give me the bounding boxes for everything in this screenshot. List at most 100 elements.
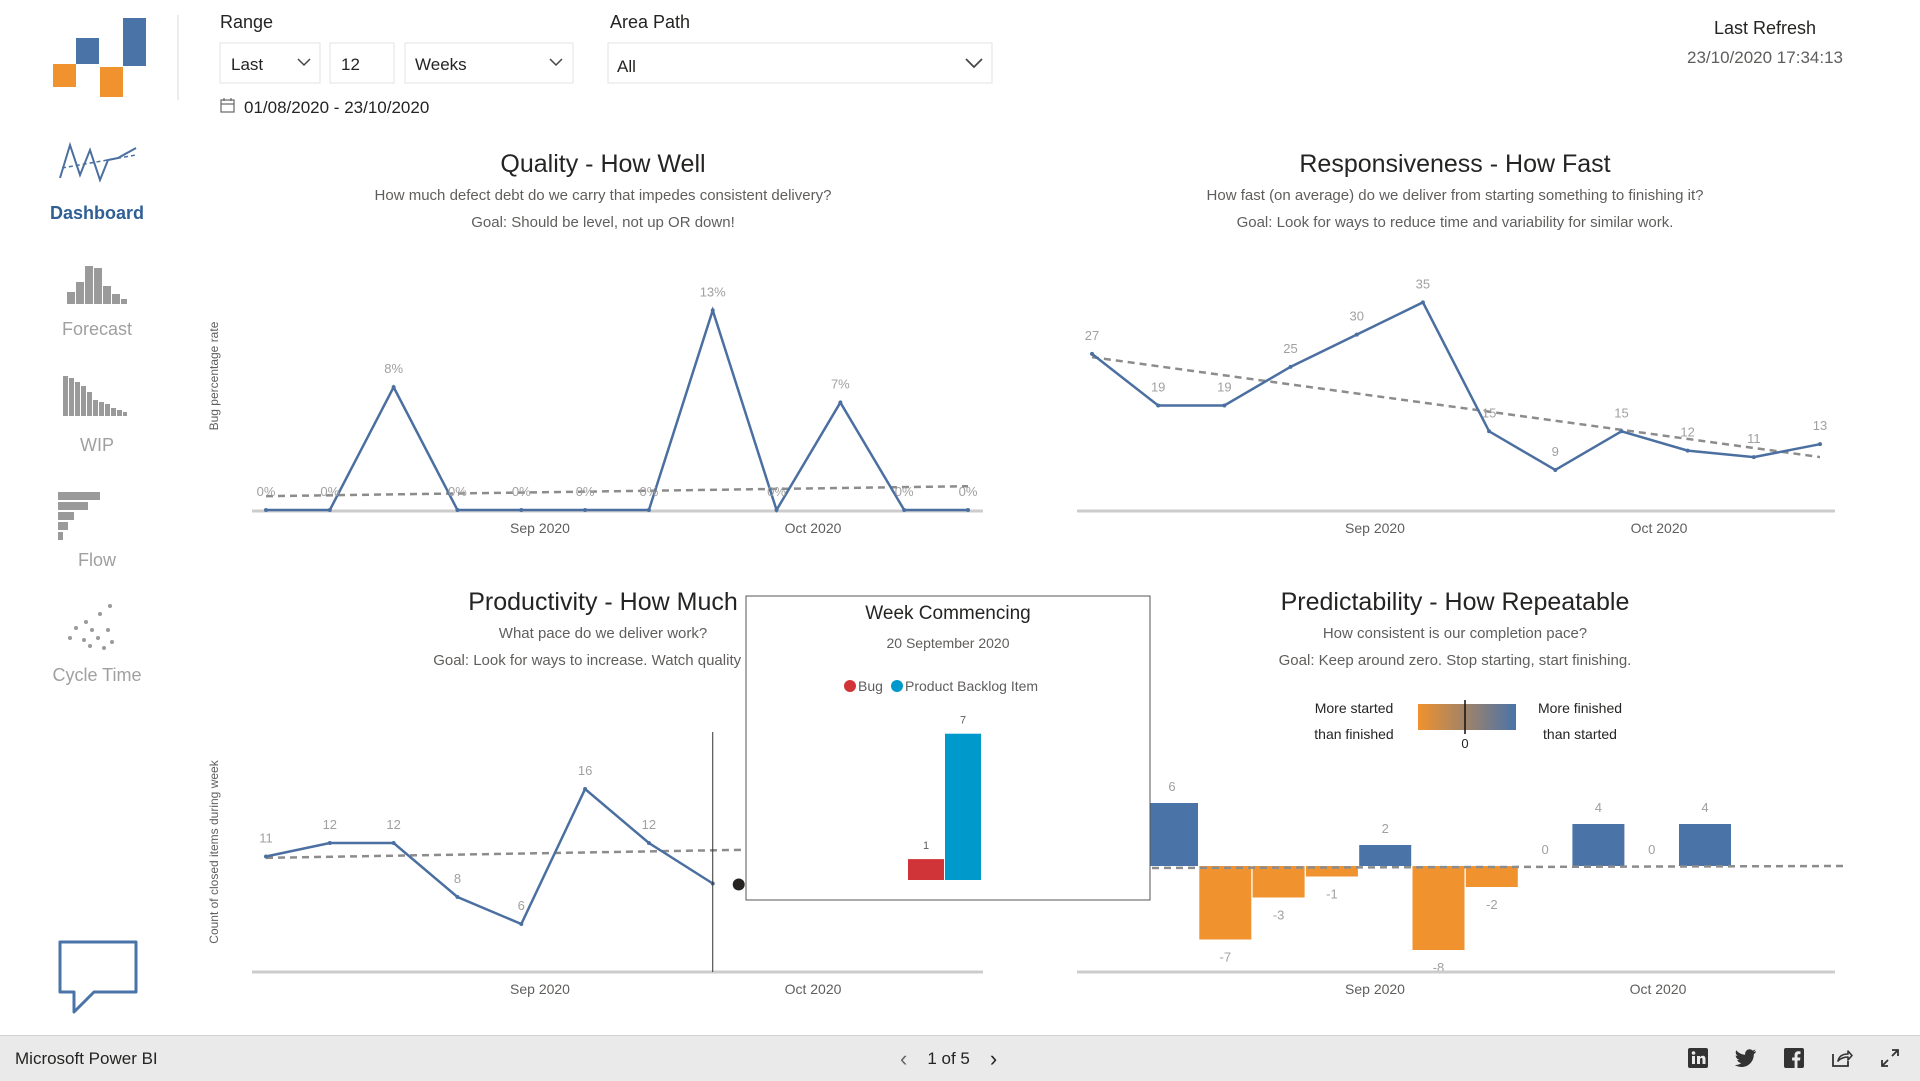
data-point[interactable] <box>1686 449 1690 453</box>
bar[interactable] <box>1413 866 1465 950</box>
previous-page-button[interactable]: ‹ <box>900 1048 907 1070</box>
tooltip-bar-label: 1 <box>923 840 929 852</box>
fullscreen-icon[interactable] <box>1878 1046 1902 1070</box>
data-point[interactable] <box>775 508 779 512</box>
data-point[interactable] <box>966 508 970 512</box>
data-point[interactable] <box>1818 442 1822 446</box>
app-logo <box>53 18 146 97</box>
nav-wip[interactable]: WIP <box>63 376 127 455</box>
line-chart-icon <box>60 145 136 180</box>
bar[interactable] <box>1572 824 1624 866</box>
data-point[interactable] <box>328 841 332 845</box>
linkedin-icon[interactable] <box>1686 1046 1710 1070</box>
bar[interactable] <box>1146 803 1198 866</box>
panel-subtitle: How much defect debt do we carry that im… <box>375 187 832 204</box>
histogram-icon <box>67 266 127 304</box>
data-point[interactable] <box>264 855 268 859</box>
nav-dashboard[interactable]: Dashboard <box>50 145 144 223</box>
report-canvas: Dashboard Forecast WIP Flow <box>0 0 1920 1035</box>
data-label: 15 <box>1482 405 1496 420</box>
bar[interactable] <box>1253 866 1305 898</box>
data-point[interactable] <box>1156 404 1160 408</box>
data-point[interactable] <box>1421 300 1425 304</box>
nav-flow[interactable]: Flow <box>58 492 117 570</box>
x-tick-label: Oct 2020 <box>1631 520 1688 536</box>
data-label: 4 <box>1701 800 1708 815</box>
data-point[interactable] <box>1222 404 1226 408</box>
data-label: 27 <box>1085 328 1099 343</box>
range-count-input[interactable]: 12 <box>330 43 394 83</box>
nav-cycle-time[interactable]: Cycle Time <box>52 604 141 685</box>
area-path-label: Area Path <box>610 12 690 32</box>
data-label: -3 <box>1273 908 1285 923</box>
data-label: 35 <box>1416 276 1430 291</box>
area-path-dropdown[interactable]: All <box>608 43 992 83</box>
data-point[interactable] <box>392 385 396 389</box>
quality-chart: Sep 2020 Oct 2020Bug percentage rate0% 0%8… <box>207 284 983 536</box>
data-label: 9 <box>1552 444 1559 459</box>
data-label: 0% <box>895 484 914 499</box>
legend-left-line2: than finished <box>1314 726 1393 742</box>
data-point[interactable] <box>583 508 587 512</box>
next-page-button[interactable]: › <box>990 1048 997 1070</box>
facebook-icon[interactable] <box>1782 1046 1806 1070</box>
data-point[interactable] <box>583 787 587 791</box>
flow-bars-icon <box>58 492 100 540</box>
data-point[interactable] <box>519 508 523 512</box>
bar[interactable] <box>1359 845 1411 866</box>
bar[interactable] <box>1679 824 1731 866</box>
data-point[interactable] <box>519 922 523 926</box>
data-point[interactable] <box>264 508 268 512</box>
data-point[interactable] <box>392 841 396 845</box>
share-icon[interactable] <box>1830 1046 1854 1070</box>
trend-line <box>1092 357 1820 457</box>
data-label: 0% <box>320 484 339 499</box>
panel-subtitle: What pace do we deliver work? <box>499 625 707 642</box>
data-point[interactable] <box>455 895 459 899</box>
data-point[interactable] <box>1289 365 1293 369</box>
data-point[interactable] <box>328 508 332 512</box>
trend-line <box>266 850 746 858</box>
legend-right-line2: than started <box>1543 726 1617 742</box>
data-label: 0 <box>1648 842 1655 857</box>
range-mode-dropdown[interactable]: Last <box>220 43 320 83</box>
data-point[interactable] <box>1619 429 1623 433</box>
data-label: 12 <box>1680 425 1694 440</box>
feedback-button[interactable] <box>60 942 136 1012</box>
pager: ‹ 1 of 5 › <box>900 1046 997 1072</box>
powerbi-brand[interactable]: Microsoft Power BI <box>15 1049 158 1069</box>
data-point[interactable] <box>455 508 459 512</box>
data-point[interactable] <box>1090 352 1094 356</box>
data-label: 4 <box>1595 800 1602 815</box>
data-point[interactable] <box>647 508 651 512</box>
bottom-bar: Microsoft Power BI ‹ 1 of 5 › <box>0 1035 1920 1081</box>
data-point[interactable] <box>838 401 842 405</box>
data-label: 19 <box>1217 380 1231 395</box>
page-indicator: 1 of 5 <box>927 1049 970 1069</box>
data-point[interactable] <box>902 508 906 512</box>
tooltip-bar <box>908 859 944 880</box>
date-range-text: 01/08/2020 - 23/10/2020 <box>244 98 429 117</box>
twitter-icon[interactable] <box>1734 1046 1758 1070</box>
predictability-chart: 6-7-3-12-8-20404Sep 2020 Oct 2020 <box>1077 779 1845 997</box>
tooltip-date: 20 September 2020 <box>887 635 1010 651</box>
range-label: Range <box>220 12 273 32</box>
data-point[interactable] <box>647 841 651 845</box>
range-mode-value: Last <box>231 55 263 74</box>
bar[interactable] <box>1199 866 1251 940</box>
data-point[interactable] <box>711 308 715 312</box>
nav-forecast[interactable]: Forecast <box>62 266 132 339</box>
data-point[interactable] <box>1355 333 1359 337</box>
last-refresh-label: Last Refresh <box>1714 18 1816 38</box>
bar[interactable] <box>1466 866 1518 887</box>
data-point[interactable] <box>1487 429 1491 433</box>
data-point[interactable] <box>1553 468 1557 472</box>
data-point[interactable] <box>1752 455 1756 459</box>
data-label: 11 <box>259 831 273 846</box>
x-tick-label: Oct 2020 <box>785 520 842 536</box>
data-label: 8 <box>454 871 461 886</box>
data-label: 13% <box>700 284 726 299</box>
data-label: -1 <box>1326 887 1338 902</box>
panel-goal: Goal: Look for ways to reduce time and v… <box>1237 214 1674 231</box>
range-unit-dropdown[interactable]: Weeks <box>405 43 573 83</box>
